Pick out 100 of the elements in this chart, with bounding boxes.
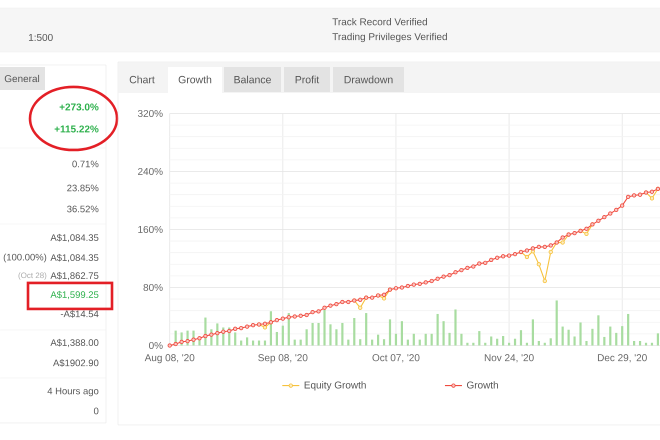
point: [548, 250, 553, 254]
bar: [627, 314, 630, 346]
bar: [371, 340, 374, 346]
text: 4 Hours ago: [47, 388, 98, 396]
bar: [633, 340, 636, 346]
bar: [282, 326, 284, 346]
bar: [478, 331, 480, 346]
bar: [388, 319, 392, 346]
bar: [430, 334, 433, 346]
bar: [376, 334, 380, 346]
text: A$1902.90: [53, 359, 98, 367]
bar: [621, 326, 624, 346]
bar: [638, 340, 642, 346]
bar: [448, 332, 451, 346]
bar: [454, 309, 457, 346]
point: [262, 325, 268, 330]
y-tick-label: 240%: [138, 168, 163, 176]
text: Chart: [130, 76, 155, 84]
text: +115.22%: [54, 125, 99, 133]
text: Growth: [178, 76, 212, 84]
bar: [300, 340, 302, 346]
bar: [538, 340, 540, 346]
text: 1:500: [28, 34, 53, 42]
bar: [568, 330, 570, 346]
bar: [406, 340, 409, 346]
point: [542, 278, 547, 284]
bar: [359, 339, 362, 346]
text: Profit: [296, 76, 320, 84]
text: General: [4, 74, 40, 82]
text: (100.00%): [4, 254, 46, 262]
x-tick-label: Sep 08, '20: [258, 354, 308, 364]
bar: [412, 334, 415, 346]
y-tick-label: 80%: [144, 284, 163, 292]
text: 36.52%: [67, 206, 98, 212]
bar: [562, 326, 564, 346]
point: [382, 296, 386, 300]
bar: [573, 336, 576, 346]
bar: [418, 340, 421, 346]
bar: [312, 322, 314, 346]
text: 0.71%: [72, 160, 98, 168]
bar: [246, 337, 248, 346]
bar: [240, 340, 242, 346]
legend-label: Growth: [467, 381, 498, 389]
text: A$1,388.00: [50, 338, 98, 348]
text: -A$14.54: [60, 310, 99, 318]
bar: [585, 340, 588, 346]
point: [358, 306, 362, 310]
bar: [484, 342, 486, 346]
bar: [382, 339, 386, 346]
bar: [496, 338, 498, 346]
point: [560, 240, 565, 245]
bar: [514, 338, 516, 346]
bar: [615, 332, 618, 346]
text: A$1,862.75: [50, 272, 98, 280]
bar: [252, 340, 254, 346]
bar: [317, 322, 320, 346]
bar: [365, 313, 368, 346]
x-tick-label: Oct 07, '20: [372, 354, 420, 362]
bar: [597, 315, 600, 346]
text: A$1,084.35: [50, 254, 98, 262]
bar: [556, 300, 558, 346]
text: Trading Privileges Verified: [332, 32, 447, 42]
bar: [353, 318, 356, 346]
text: Balance: [234, 76, 271, 84]
bar: [329, 324, 332, 346]
bar: [335, 329, 338, 346]
bar: [609, 326, 612, 346]
text: 0: [94, 408, 98, 414]
point: [650, 196, 654, 200]
y-tick-label: 320%: [138, 110, 163, 118]
y-tick-label: 0%: [149, 342, 163, 350]
bar: [532, 319, 534, 346]
bar: [490, 336, 492, 346]
bar: [276, 332, 278, 346]
text: Track Record Verified: [332, 18, 427, 26]
bar: [400, 321, 404, 346]
text: Drawdown: [344, 76, 393, 84]
x-tick-label: Nov 24, '20: [484, 354, 534, 362]
bar: [341, 322, 344, 346]
bar: [258, 340, 260, 346]
bar: [502, 336, 504, 346]
text: A$1,599.25: [50, 290, 98, 300]
bar: [306, 329, 308, 346]
bar: [294, 340, 296, 346]
bar: [442, 321, 445, 346]
point: [584, 232, 589, 236]
bar: [264, 340, 266, 346]
text: A$1,084.35: [50, 234, 98, 242]
x-tick-label: Dec 29, '20: [598, 354, 647, 362]
bar: [550, 338, 552, 346]
bar: [520, 330, 522, 346]
legend-label: Equity Growth: [304, 381, 366, 390]
x-tick-label: Aug 08, '20: [144, 354, 194, 364]
text: +273.0%: [60, 103, 99, 111]
bar: [347, 340, 350, 346]
point: [524, 254, 530, 260]
bar: [656, 333, 660, 346]
bar: [579, 322, 582, 346]
text: 23.85%: [67, 184, 98, 192]
bar: [603, 336, 606, 346]
